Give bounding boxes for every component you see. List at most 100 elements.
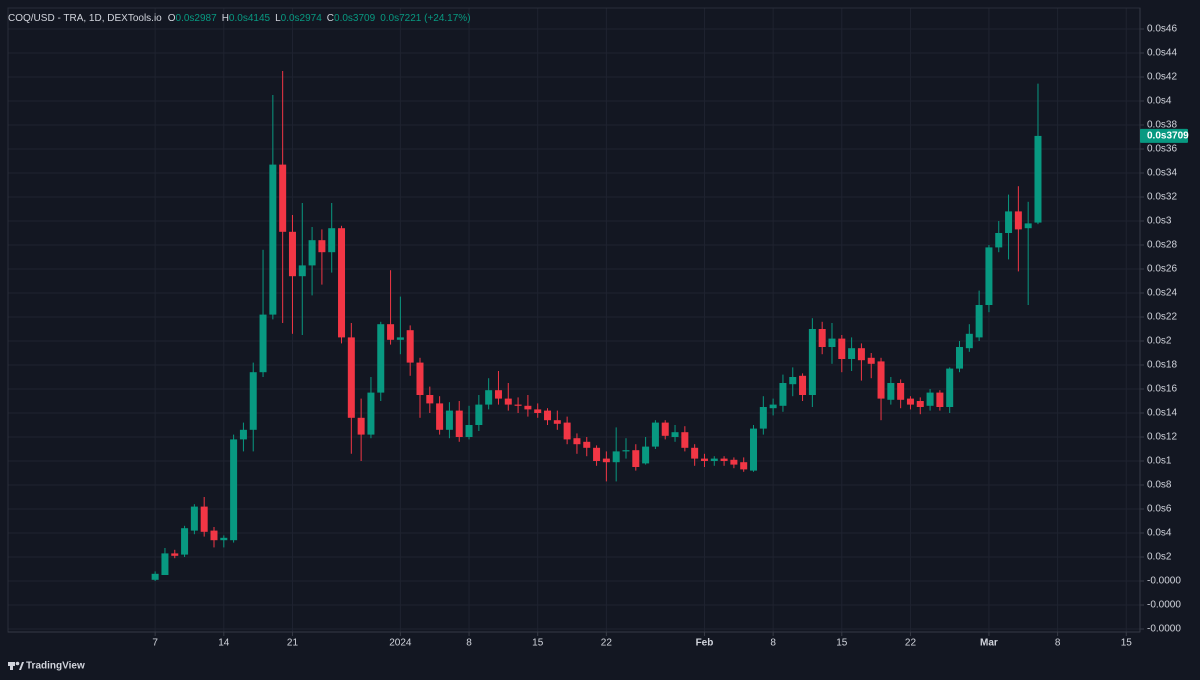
x-tick-label: 2024: [389, 638, 412, 649]
change: 0.0s7221 (+24.17%): [380, 13, 470, 24]
candle-body: [1024, 223, 1032, 229]
candle-body: [710, 458, 718, 461]
candle-body: [1034, 135, 1042, 223]
candle-body: [504, 398, 512, 405]
candle-body: [485, 390, 493, 405]
candle-body: [426, 395, 434, 404]
candle-body: [887, 383, 895, 400]
candle-body: [338, 228, 346, 338]
ohlc-value: 0.0s3709: [334, 13, 376, 24]
candle-body: [936, 392, 944, 407]
candle-body: [681, 432, 689, 448]
ohlc-label: O: [168, 13, 176, 24]
x-tick-label: Feb: [696, 638, 714, 649]
candle-body: [789, 377, 797, 385]
candle-body: [298, 265, 306, 277]
chart-title: COQ/USD - TRA, 1D, DEXTools.io: [8, 13, 162, 24]
candle-body: [171, 553, 179, 556]
candle-body: [318, 240, 326, 253]
ohlc-label: L: [275, 13, 281, 24]
y-tick-label: 0.0s28: [1147, 240, 1177, 251]
y-tick-label: 0.0s16: [1147, 384, 1177, 395]
candle-body: [838, 338, 846, 359]
y-tick-label: 0.0s3: [1147, 216, 1172, 227]
chart-header: COQ/USD - TRA, 1D, DEXTools.io O0.0s2987 H…: [8, 13, 471, 24]
candle-body: [220, 537, 228, 541]
candle-body: [651, 422, 659, 447]
x-tick-label: 22: [601, 638, 613, 649]
candle-body: [916, 401, 924, 407]
candle-body: [857, 348, 865, 361]
candle-body: [544, 410, 552, 421]
candle-body: [190, 506, 198, 531]
y-tick-label: 0.0s42: [1147, 72, 1177, 83]
candle-body: [210, 530, 218, 541]
candle-body: [396, 337, 404, 340]
candle-body: [622, 450, 630, 452]
candle-body: [465, 425, 473, 437]
y-tick-label: 0.0s2: [1147, 552, 1172, 563]
ohlc-value: 0.0s2987: [176, 13, 218, 24]
candle-body: [985, 247, 993, 305]
candle-body: [946, 368, 954, 407]
candle-body: [720, 458, 728, 461]
tradingview-logo: [8, 661, 24, 670]
candle-body: [730, 459, 738, 465]
candle-body: [632, 450, 640, 467]
candle-body: [181, 528, 189, 555]
candle-body: [769, 404, 777, 409]
candle-body: [926, 392, 934, 406]
y-tick-label: 0.0s36: [1147, 144, 1177, 155]
ohlc-value: 0.0s2974: [281, 13, 323, 24]
x-tick-label: 15: [532, 638, 544, 649]
candle-body: [1014, 211, 1022, 230]
candle-body: [279, 164, 287, 232]
candle-body: [906, 398, 914, 405]
x-tick-label: 15: [1121, 638, 1133, 649]
y-tick-label: 0.0s22: [1147, 312, 1177, 323]
candle-body: [700, 458, 708, 461]
candle-body: [799, 375, 807, 395]
y-tick-label: 0.0s6: [1147, 504, 1172, 515]
x-tick-label: 8: [1055, 638, 1061, 649]
y-tick-label: 0.0s26: [1147, 264, 1177, 275]
x-tick-label: 7: [152, 638, 158, 649]
candle-body: [583, 441, 591, 448]
y-tick-label: 0.0s32: [1147, 192, 1177, 203]
candle-body: [259, 314, 267, 373]
candle-body: [249, 372, 257, 430]
candle-body: [779, 383, 787, 406]
candle-body: [897, 383, 905, 400]
candle-body: [514, 404, 522, 406]
x-tick-label: 8: [466, 638, 472, 649]
last-price-box: [1140, 128, 1188, 143]
x-tick-label: 21: [287, 638, 299, 649]
candle-body: [671, 432, 679, 437]
candle-body: [308, 240, 316, 266]
candle-body: [269, 164, 277, 315]
candle-body: [750, 428, 758, 471]
candle-body: [328, 228, 336, 253]
last-price-label: 0.0s3709: [1147, 131, 1189, 142]
candle-body: [602, 458, 610, 463]
candle-body: [357, 417, 365, 435]
candle-body: [661, 422, 669, 436]
candle-body: [965, 333, 973, 349]
candle-body: [387, 324, 395, 340]
candle-body: [975, 305, 983, 338]
y-tick-label: 0.0s4: [1147, 528, 1172, 539]
y-tick-label: -0.0000: [1147, 600, 1181, 611]
y-tick-label: -0.0000: [1147, 624, 1181, 635]
candle-body: [445, 410, 453, 430]
y-tick-label: 0.0s8: [1147, 480, 1172, 491]
candle-body: [691, 447, 699, 459]
candle-body: [995, 233, 1003, 248]
candle-body: [877, 361, 885, 399]
watermark: TradingView: [26, 661, 85, 672]
x-tick-label: 22: [905, 638, 917, 649]
candle-body: [612, 451, 620, 463]
candle-body: [563, 422, 571, 440]
candle-body: [1005, 211, 1013, 233]
candle-body: [455, 410, 463, 437]
